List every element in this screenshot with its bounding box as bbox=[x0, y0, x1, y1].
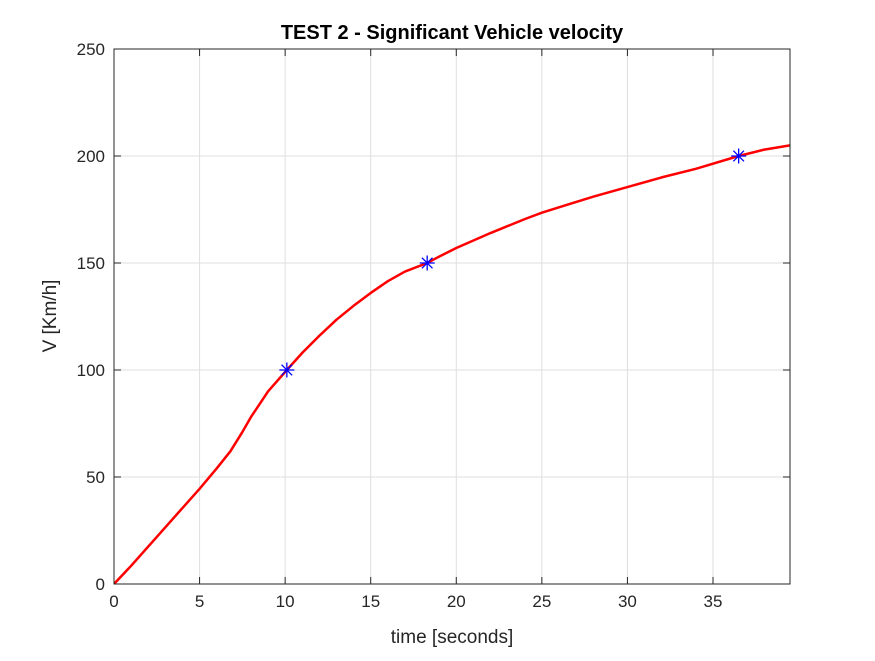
x-tick-label: 0 bbox=[109, 592, 118, 611]
x-tick-label: 15 bbox=[361, 592, 380, 611]
y-tick-label: 250 bbox=[77, 40, 105, 59]
asterisk-marker bbox=[419, 255, 435, 271]
velocity-line bbox=[114, 144, 790, 584]
y-axis-label: V [Km/h] bbox=[40, 280, 61, 353]
x-tick-label: 35 bbox=[704, 592, 723, 611]
y-tick-label: 0 bbox=[96, 575, 105, 594]
y-tick-label: 100 bbox=[77, 361, 105, 380]
x-tick-label: 25 bbox=[532, 592, 551, 611]
asterisk-marker bbox=[731, 148, 747, 164]
x-tick-label: 5 bbox=[195, 592, 204, 611]
x-axis-label: time [seconds] bbox=[391, 627, 514, 648]
y-tick-label: 200 bbox=[77, 147, 105, 166]
plot-frame bbox=[113, 48, 791, 585]
tick-labels: 0 5 10 15 20 25 30 35 0 50 100 150 200 250 bbox=[77, 40, 723, 611]
x-tick-label: 20 bbox=[447, 592, 466, 611]
plot-area bbox=[114, 49, 790, 584]
series-layer bbox=[114, 144, 790, 584]
y-tick-label: 150 bbox=[77, 254, 105, 273]
asterisk-marker bbox=[279, 362, 295, 378]
x-tick-label: 10 bbox=[276, 592, 295, 611]
y-tick-label: 50 bbox=[86, 468, 105, 487]
ticks bbox=[113, 48, 790, 585]
x-tick-label: 30 bbox=[618, 592, 637, 611]
chart-title: TEST 2 - Significant Vehicle velocity bbox=[281, 22, 624, 44]
